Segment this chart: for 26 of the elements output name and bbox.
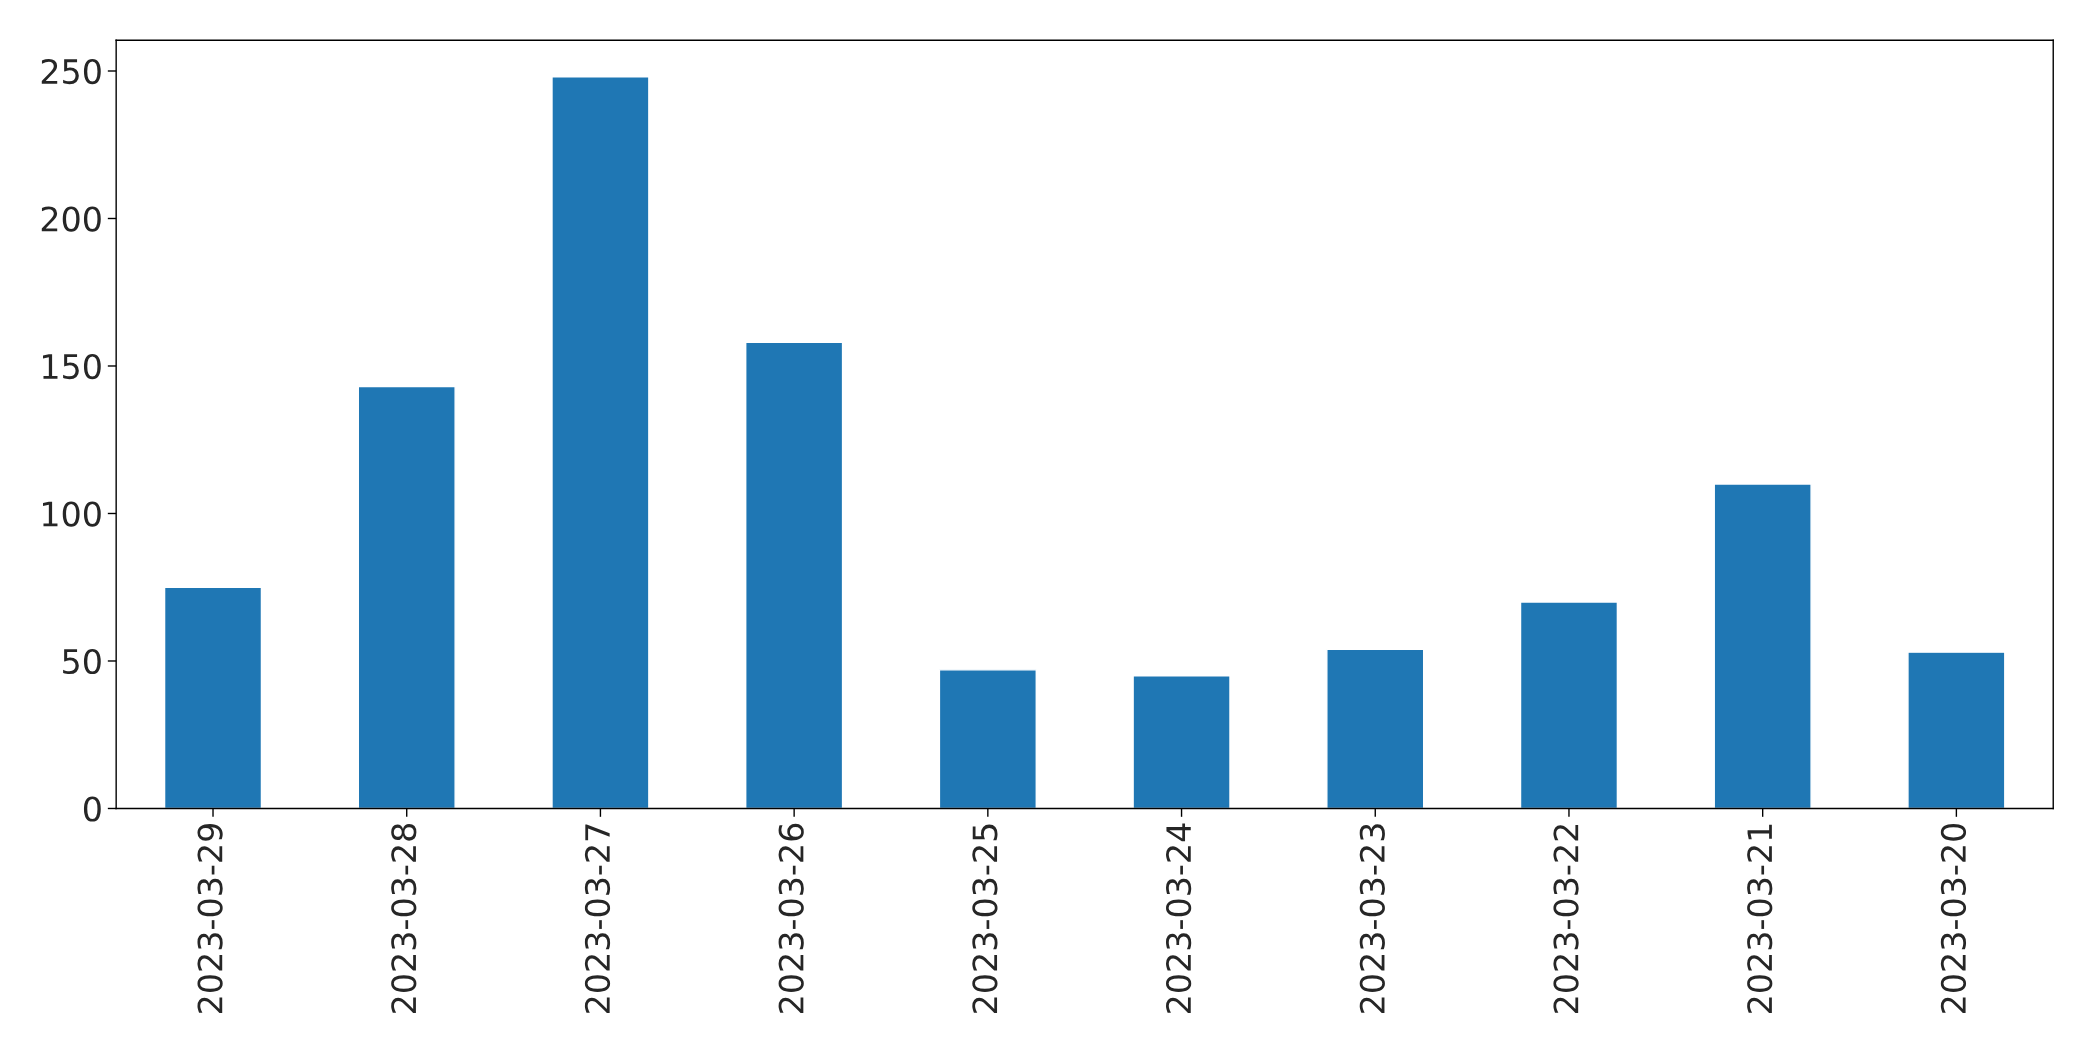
bar: [1713, 483, 1812, 809]
bar: [745, 341, 844, 809]
bar: [357, 385, 456, 809]
bar: [938, 669, 1037, 809]
x-tick-label: 2023-03-29: [197, 824, 223, 1013]
bar: [1326, 648, 1425, 809]
y-tick-label: 100: [43, 501, 101, 527]
bar: [551, 76, 650, 809]
y-tick-label: 250: [41, 58, 101, 85]
x-tick-label: 2023-03-25: [972, 824, 998, 1013]
x-tick-label: 2023-03-20: [1940, 823, 1967, 1013]
x-tick-label: 2023-03-23: [1359, 824, 1385, 1013]
x-tick-label: 2023-03-21: [1747, 824, 1773, 1013]
y-tick-label: 50: [63, 648, 101, 675]
bar: [1132, 675, 1231, 809]
x-tick-label: 2023-03-28: [391, 823, 417, 1013]
y-tick-label: 200: [41, 206, 101, 232]
y-tick-label: 0: [83, 796, 101, 822]
y-tick-label: 150: [43, 353, 101, 380]
bar: [163, 586, 263, 809]
x-tick-label: 2023-03-26: [778, 823, 804, 1013]
x-tick-label: 2023-03-22: [1553, 825, 1579, 1013]
x-tick-label: 2023-03-24: [1166, 823, 1192, 1013]
bar: [1519, 601, 1619, 809]
x-tick-label: 2023-03-27: [584, 824, 611, 1013]
bar: [1907, 651, 2006, 809]
